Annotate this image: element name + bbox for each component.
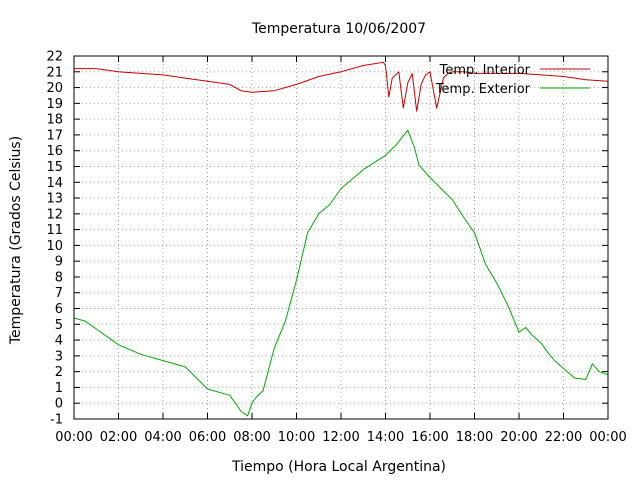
y-tick-label: 13	[46, 192, 63, 207]
chart-title: Temperatura 10/06/2007	[251, 21, 426, 37]
y-tick-label: 2	[55, 365, 63, 380]
x-tick-label: 12:00	[322, 430, 359, 445]
legend-label-temp-exterior: Temp. Exterior	[435, 82, 531, 97]
y-tick-label: 8	[55, 270, 63, 285]
x-tick-label: 04:00	[144, 430, 181, 445]
y-tick-label: 16	[46, 144, 63, 159]
x-tick-label: 00:00	[55, 430, 92, 445]
legend-label-temp-interior: Temp. Interior	[439, 63, 531, 78]
y-tick-label: 22	[46, 50, 63, 65]
y-tick-label: 3	[55, 349, 63, 364]
y-tick-label: 20	[46, 81, 63, 96]
y-tick-label: 12	[46, 207, 63, 222]
series-lines	[73, 61, 609, 417]
x-tick-label: 00:00	[589, 430, 626, 445]
x-tick-label: 18:00	[456, 430, 493, 445]
y-tick-label: 10	[46, 239, 63, 254]
y-tick-label: 5	[55, 318, 63, 333]
y-tick-label: 7	[55, 286, 63, 301]
y-tick-label: 21	[46, 65, 63, 80]
y-tick-label: 14	[46, 176, 63, 191]
y-tick-label: 18	[46, 113, 63, 128]
x-tick-label: 16:00	[411, 430, 448, 445]
x-tick-label: 22:00	[545, 430, 582, 445]
y-tick-label: 11	[46, 223, 63, 238]
legend: Temp. Interior Temp. Exterior	[435, 63, 590, 97]
x-axis-label: Tiempo (Hora Local Argentina)	[231, 459, 446, 475]
y-tick-label: 6	[55, 302, 63, 317]
y-tick-label: 1	[55, 381, 63, 396]
series-line-temp-interior	[74, 61, 609, 112]
y-tick-label: -1	[50, 413, 63, 428]
y-tick-label: 15	[46, 160, 63, 175]
x-tick-label: 02:00	[100, 430, 137, 445]
y-tick-label: 4	[55, 334, 63, 349]
grid	[74, 56, 608, 419]
y-tick-label: 19	[46, 97, 63, 112]
series-line-temp-exterior	[73, 129, 609, 417]
x-tick-label: 06:00	[189, 430, 226, 445]
y-tick-label: 17	[46, 128, 63, 143]
plot-border	[73, 55, 609, 420]
x-tick-label: 14:00	[367, 430, 404, 445]
x-tick-label: 10:00	[278, 430, 315, 445]
y-tick-label: 9	[55, 255, 63, 270]
y-axis-label: Temperatura (Grados Celsius)	[8, 136, 24, 345]
y-tick-label: 0	[55, 397, 63, 412]
x-tick-label: 20:00	[500, 430, 537, 445]
x-tick-label: 08:00	[233, 430, 270, 445]
